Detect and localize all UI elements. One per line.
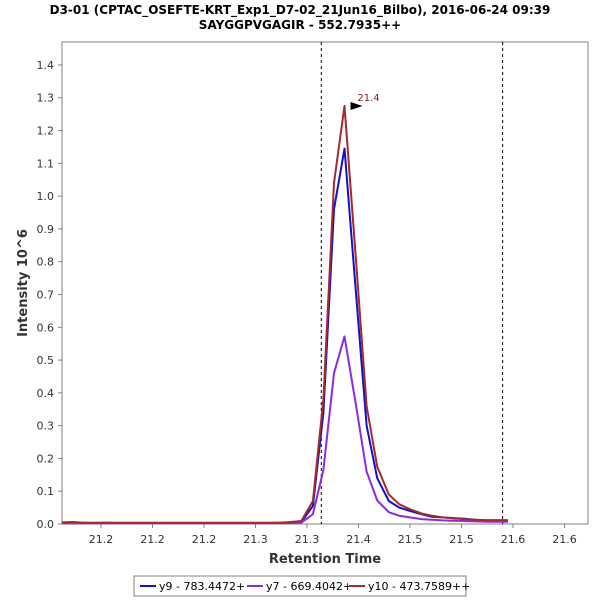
x-tick-label: 21.2 bbox=[140, 533, 165, 546]
legend-entry: y10 - 473.7589++ bbox=[368, 580, 470, 593]
y-tick-label: 1.2 bbox=[37, 125, 55, 138]
legend-entry: y7 - 669.4042+ bbox=[266, 580, 352, 593]
legend-box bbox=[133, 575, 467, 597]
x-tick-label: 21.3 bbox=[295, 533, 320, 546]
y-tick-label: 0.7 bbox=[37, 288, 55, 301]
x-tick-label: 21.5 bbox=[398, 533, 423, 546]
x-tick-label: 21.4 bbox=[346, 533, 371, 546]
x-tick-label: 21.2 bbox=[192, 533, 217, 546]
y-tick-label: 0.2 bbox=[37, 452, 55, 465]
y-tick-label: 0.4 bbox=[37, 387, 55, 400]
y-tick-label: 0.6 bbox=[37, 321, 55, 334]
y-tick-label: 1.1 bbox=[37, 157, 55, 170]
peak-boundaries bbox=[320, 42, 504, 524]
y-tick-label: 0.1 bbox=[37, 485, 55, 498]
y-tick-label: 1.3 bbox=[37, 92, 55, 105]
plot-area bbox=[61, 41, 589, 525]
x-tick-label: 21.2 bbox=[89, 533, 114, 546]
peak-label: 21.4 bbox=[357, 93, 379, 104]
y-tick-label: 0.0 bbox=[37, 518, 55, 531]
y-tick-label: 0.5 bbox=[37, 354, 55, 367]
chart-title-line2: SAYGGPVGAGIR - 552.7935++ bbox=[199, 18, 401, 32]
x-axis-label: Retention Time bbox=[269, 552, 381, 567]
y-axis: 0.0 0.1 0.2 0.3 0.4 0.5 0.6 0.7 0.8 0.9 1.0 1.1 1.2 1… bbox=[37, 59, 62, 531]
x-tick-label: 21.6 bbox=[552, 533, 577, 546]
peak-marker-icon bbox=[350, 101, 363, 110]
series-line bbox=[61, 104, 508, 524]
legend-entry: y9 - 783.4472+ bbox=[159, 580, 245, 593]
series-lines bbox=[61, 104, 508, 525]
peak-annotation: 21.4 bbox=[350, 93, 380, 110]
legend: y9 - 783.4472+ y7 - 669.4042+ y10 - 473.75… bbox=[133, 575, 470, 597]
y-axis-label: Intensity 10^6 bbox=[16, 229, 31, 337]
y-tick-label: 0.3 bbox=[37, 420, 55, 433]
x-tick-label: 21.5 bbox=[449, 533, 474, 546]
x-axis: 21.2 21.2 21.2 21.3 21.3 21.4 21.5 21.5 21.6 21.6 bbox=[89, 524, 577, 546]
y-tick-label: 1.4 bbox=[37, 59, 55, 72]
y-tick-label: 0.8 bbox=[37, 256, 55, 269]
x-tick-label: 21.6 bbox=[501, 533, 526, 546]
y-tick-label: 1.0 bbox=[37, 190, 55, 203]
y-tick-label: 0.9 bbox=[37, 223, 55, 236]
x-tick-label: 21.3 bbox=[243, 533, 268, 546]
chart-title-line1: D3-01 (CPTAC_OSEFTE-KRT_Exp1_D7-02_21Jun… bbox=[50, 3, 551, 18]
